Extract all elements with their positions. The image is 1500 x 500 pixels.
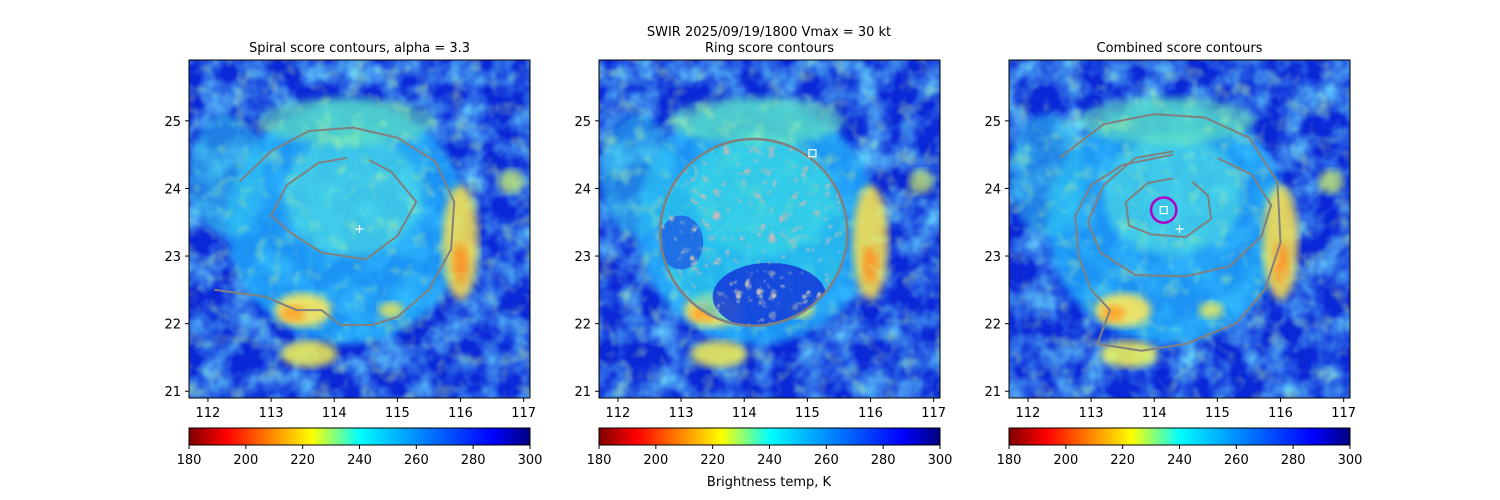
y-tick-label: 24 [984,182,1001,197]
colorbar-tick-label: 280 [871,453,896,468]
x-tick-label: 112 [1016,406,1041,421]
contour-inner [1124,177,1213,239]
y-tick-label: 21 [984,385,1001,400]
colorbar-tick-label: 180 [177,453,202,468]
x-tick-label: 117 [511,406,536,421]
x-tick-label: 114 [732,406,757,421]
colorbar-tick-label: 240 [757,453,782,468]
axes-frame [598,59,941,399]
x-tick-label: 115 [1205,406,1230,421]
panel-combined: Combined score contours 112 113 114 115 116 11… [984,41,1362,468]
x-tick-label: 114 [322,406,347,421]
y-tick-label: 25 [574,115,591,130]
colorbar-tick-label: 200 [233,453,258,468]
panel-title: Spiral score contours, alpha = 3.3 [249,41,470,56]
contour-outer [1058,113,1282,352]
colorbar: 180 200 220 240 260 280 300 [587,427,953,468]
colorbar-tick-label: 260 [814,453,839,468]
colorbar-tick-label: 200 [643,453,668,468]
y-tick-label: 22 [984,318,1001,333]
satellite-image [599,60,940,398]
colorbar-tick-label: 220 [290,453,315,468]
colorbar-tick-label: 300 [928,453,953,468]
satellite-image [1009,60,1350,398]
ring-score-contours [658,137,849,328]
satellite-image [189,60,530,398]
colorbar-tick-label: 220 [1110,453,1135,468]
center-plus-marker [1175,225,1184,233]
y-tick-label: 22 [164,318,181,333]
x-tick-label: 117 [1331,406,1356,421]
colorbar-tick-label: 260 [1224,453,1249,468]
center-ring [1149,196,1178,224]
x-tick-label: 113 [669,406,694,421]
axes-frame [1008,59,1351,399]
axes-frame [188,59,531,399]
center-plus-marker [355,225,364,233]
colorbar-tick-label: 280 [1281,453,1306,468]
center-square-marker [808,149,817,158]
y-tick-label: 24 [574,182,591,197]
y-tick-label: 21 [164,385,181,400]
contour-inner [270,157,418,261]
x-tick-label: 115 [385,406,410,421]
y-tick-label: 23 [164,250,181,265]
x-tick-label: 116 [448,406,473,421]
x-tick-label: 113 [259,406,284,421]
x-tick-label: 116 [858,406,883,421]
y-tick-label: 25 [984,115,1001,130]
colorbar-tick-label: 280 [461,453,486,468]
figure-suptitle: SWIR 2025/09/19/1800 Vmax = 30 kt [647,25,891,40]
x-tick-label: 115 [795,406,820,421]
panel-title: Combined score contours [1097,41,1263,56]
colorbar-tick-label: 220 [700,453,725,468]
colorbar: 180 200 220 240 260 280 300 [997,427,1363,468]
panel-spiral: Spiral score contours, alpha = 3.3 112 113… [164,41,542,468]
x-tick-label: 117 [921,406,946,421]
center-square-marker [1159,205,1168,215]
x-tick-label: 112 [606,406,631,421]
colorbar-tick-label: 240 [1167,453,1192,468]
x-tick-label: 112 [196,406,221,421]
colorbar-tick-label: 260 [404,453,429,468]
colorbar-tick-label: 200 [1053,453,1078,468]
contour-middle [1086,150,1273,278]
colorbar-tick-label: 300 [1338,453,1363,468]
colorbar-tick-label: 180 [997,453,1022,468]
x-tick-label: 113 [1079,406,1104,421]
y-tick-label: 22 [574,318,591,333]
y-tick-label: 21 [574,385,591,400]
x-tick-label: 114 [1142,406,1167,421]
colorbar-tick-label: 240 [347,453,372,468]
colorbar-tick-label: 180 [587,453,612,468]
x-tick-label: 116 [1268,406,1293,421]
contour-outer [214,126,456,326]
y-tick-label: 25 [164,115,181,130]
y-tick-label: 23 [984,250,1001,265]
colorbar-tick-label: 300 [518,453,543,468]
panel-ring: Ring score contours 112 113 114 115 116 117 21 2… [574,41,952,468]
colorbar: 180 200 220 240 260 280 300 [177,427,543,468]
y-tick-label: 23 [574,250,591,265]
colorbar-label: Brightness temp, K [707,475,832,490]
panel-title: Ring score contours [705,41,834,56]
y-tick-label: 24 [164,182,181,197]
